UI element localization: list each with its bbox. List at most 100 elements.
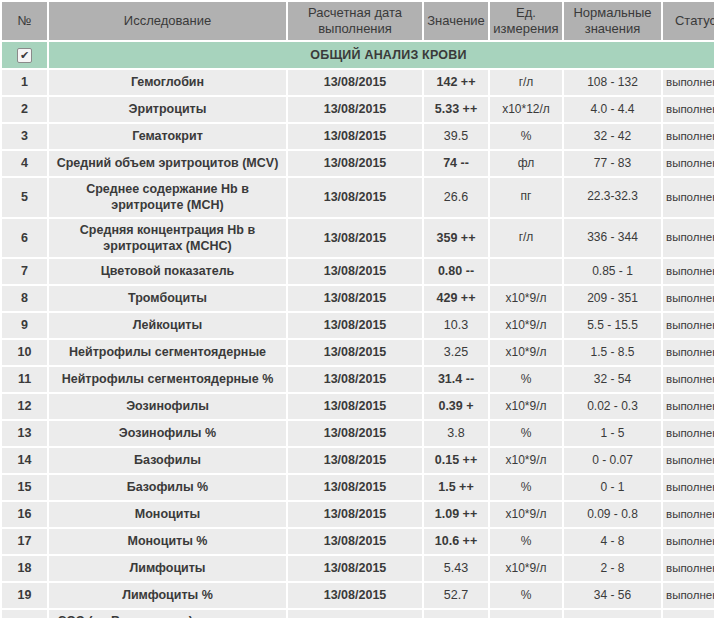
cell-normal-range: 1 - 5 <box>564 421 661 446</box>
cell-value: 5.43 <box>424 556 488 581</box>
cell-normal-range: 22.3-32.3 <box>564 178 661 217</box>
cell-date: 13/08/2015 <box>288 286 422 311</box>
cell-status: выполнено <box>663 124 714 149</box>
cell-status: выполнено <box>663 97 714 122</box>
cell-unit <box>490 259 562 284</box>
cell-test-name: Средний объем эритроцитов (MCV) <box>49 151 286 176</box>
cell-test-name: Нейтрофилы сегментоядерные <box>49 340 286 365</box>
cell-status: выполнено <box>663 394 714 419</box>
cell-value: 10.3 <box>424 313 488 338</box>
cell-value: 10.6 ++ <box>424 529 488 554</box>
cell-date: 13/08/2015 <box>288 313 422 338</box>
cell-date: 13/08/2015 <box>288 394 422 419</box>
cell-number: 9 <box>2 313 47 338</box>
cell-normal-range: 108 - 132 <box>564 70 661 95</box>
cell-value: 26.6 <box>424 178 488 217</box>
table-row: 9 Лейкоциты 13/08/2015 10.3 х10*9/л 5.5 … <box>2 313 714 338</box>
cell-number: 14 <box>2 448 47 473</box>
cell-status: выполнено <box>663 219 714 258</box>
cell-date: 13/08/2015 <box>288 259 422 284</box>
cell-unit: х10*9/л <box>490 448 562 473</box>
cell-value: 429 ++ <box>424 286 488 311</box>
cell-number: 7 <box>2 259 47 284</box>
cell-date: 13/08/2015 <box>288 219 422 258</box>
cell-normal-range: 4.0 - 4.4 <box>564 97 661 122</box>
cell-number: 8 <box>2 286 47 311</box>
cell-status: выполнено <box>663 259 714 284</box>
column-header-unit: Ед. измерения <box>490 2 562 40</box>
cell-test-name: Моноциты % <box>49 529 286 554</box>
cell-status: выполнено <box>663 583 714 608</box>
cell-normal-range: 0.09 - 0.8 <box>564 502 661 527</box>
cell-number: 20 <box>2 610 47 618</box>
table-row: 12 Эозинофилы 13/08/2015 0.39 + х10*9/л … <box>2 394 714 419</box>
cell-number: 3 <box>2 124 47 149</box>
cell-status: выполнено <box>663 313 714 338</box>
table-row: 10 Нейтрофилы сегментоядерные 13/08/2015… <box>2 340 714 365</box>
table-row: 7 Цветовой показатель 13/08/2015 0.80 --… <box>2 259 714 284</box>
cell-test-name: СОЭ (по Вестергрену) капиллярная кровь <box>49 610 286 618</box>
cell-unit: г/л <box>490 70 562 95</box>
table-row: 8 Тромбоциты 13/08/2015 429 ++ х10*9/л 2… <box>2 286 714 311</box>
cell-normal-range: 336 - 344 <box>564 219 661 258</box>
cell-test-name: Гематокрит <box>49 124 286 149</box>
cell-date: 13/08/2015 <box>288 151 422 176</box>
cell-unit: % <box>490 583 562 608</box>
cell-date: 13/08/2015 <box>288 178 422 217</box>
cell-normal-range: 32 - 42 <box>564 124 661 149</box>
cell-value: 142 ++ <box>424 70 488 95</box>
cell-number: 15 <box>2 475 47 500</box>
cell-status: выполнено <box>663 556 714 581</box>
cell-unit: х10*9/л <box>490 394 562 419</box>
cell-number: 5 <box>2 178 47 217</box>
column-header-test: Исследование <box>49 2 286 40</box>
cell-value: 5 <box>424 610 488 618</box>
checked-checkbox-icon[interactable]: ✔ <box>17 48 32 63</box>
cell-date: 13/08/2015 <box>288 556 422 581</box>
cell-number: 19 <box>2 583 47 608</box>
cell-date: 13/08/2015 <box>288 475 422 500</box>
cell-unit: х10*9/л <box>490 502 562 527</box>
cell-number: 16 <box>2 502 47 527</box>
cell-date: 13/08/2015 <box>288 448 422 473</box>
cell-unit: х10*9/л <box>490 313 562 338</box>
cell-status: выполнено <box>663 367 714 392</box>
cell-test-name: Базофилы % <box>49 475 286 500</box>
table-row: 20 СОЭ (по Вестергрену) капиллярная кров… <box>2 610 714 618</box>
column-header-value: Значение <box>424 2 488 40</box>
cell-test-name: Лимфоциты % <box>49 583 286 608</box>
cell-test-name: Эозинофилы <box>49 394 286 419</box>
cell-number: 6 <box>2 219 47 258</box>
cell-normal-range: 0.02 - 0.3 <box>564 394 661 419</box>
column-header-num: № <box>2 2 47 40</box>
cell-normal-range: 0 - 10 <box>564 610 661 618</box>
cell-unit: % <box>490 529 562 554</box>
cell-date: 13/08/2015 <box>288 583 422 608</box>
cell-number: 12 <box>2 394 47 419</box>
cell-unit: г/л <box>490 219 562 258</box>
lab-results-table: № Исследование Расчетная дата выполнения… <box>0 0 714 618</box>
cell-date: 13/08/2015 <box>288 502 422 527</box>
cell-status: выполнено <box>663 448 714 473</box>
cell-test-name: Среднее содержание Hb в эритроците (MCH) <box>49 178 286 217</box>
header-row: № Исследование Расчетная дата выполнения… <box>2 2 714 40</box>
cell-number: 10 <box>2 340 47 365</box>
cell-status: выполнено <box>663 475 714 500</box>
cell-normal-range: 32 - 54 <box>564 367 661 392</box>
table-row: 16 Моноциты 13/08/2015 1.09 ++ х10*9/л 0… <box>2 502 714 527</box>
cell-status: выполнено <box>663 502 714 527</box>
table-row: 18 Лимфоциты 13/08/2015 5.43 х10*9/л 2 -… <box>2 556 714 581</box>
table-row: 15 Базофилы % 13/08/2015 1.5 ++ % 0 - 1 … <box>2 475 714 500</box>
cell-test-name: Эозинофилы % <box>49 421 286 446</box>
cell-normal-range: 0 - 1 <box>564 475 661 500</box>
table-row: 6 Средняя концентрация Hb в эритроцитах … <box>2 219 714 258</box>
cell-value: 359 ++ <box>424 219 488 258</box>
cell-date: 13/08/2015 <box>288 124 422 149</box>
cell-test-name: Тромбоциты <box>49 286 286 311</box>
cell-value: 5.33 ++ <box>424 97 488 122</box>
cell-test-name: Эритроциты <box>49 97 286 122</box>
cell-status: выполнено <box>663 151 714 176</box>
table-row: 3 Гематокрит 13/08/2015 39.5 % 32 - 42 в… <box>2 124 714 149</box>
cell-unit: мм/час <box>490 610 562 618</box>
cell-number: 2 <box>2 97 47 122</box>
